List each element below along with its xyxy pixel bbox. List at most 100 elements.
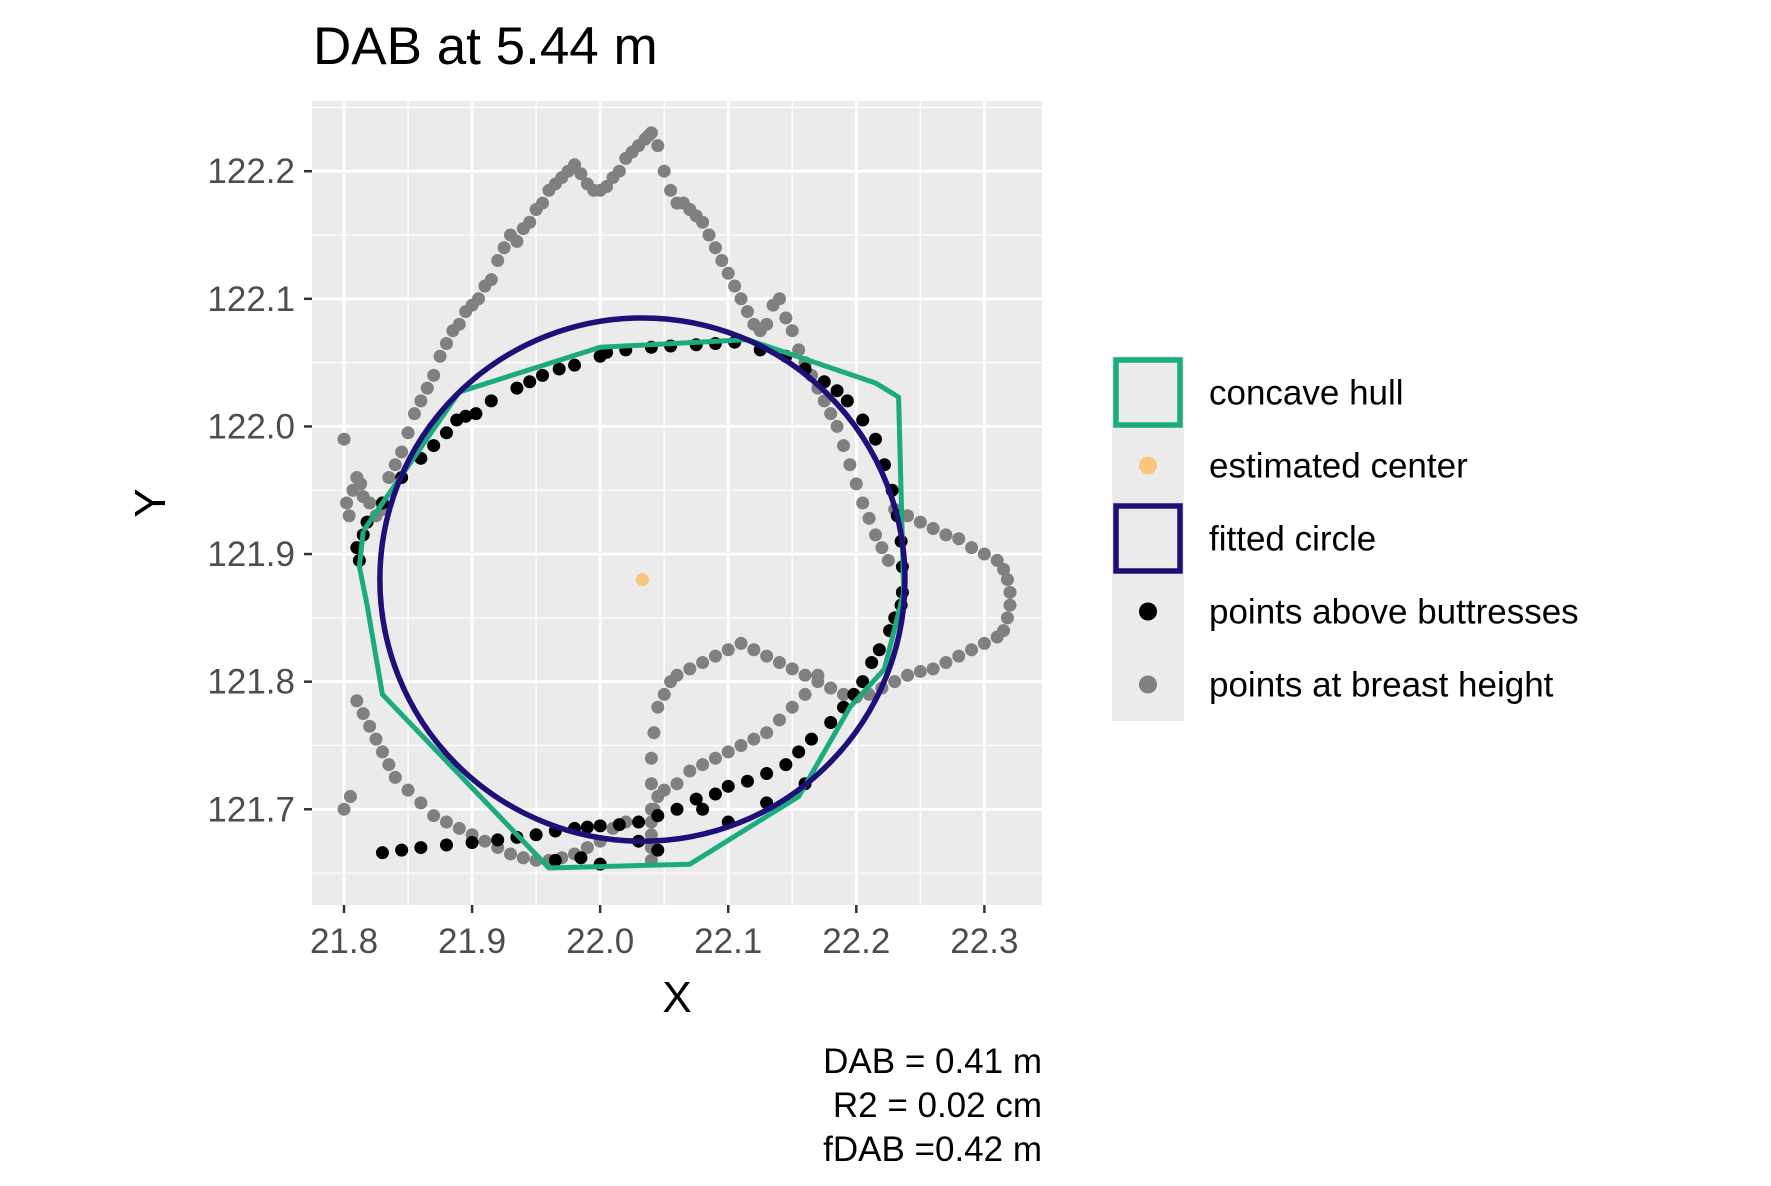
buttress-point — [593, 819, 607, 833]
legend-key-concave-hull — [1113, 357, 1183, 428]
buttress-point — [632, 815, 646, 829]
buttress-point — [510, 381, 524, 395]
breast-height-point — [401, 426, 415, 440]
breast-height-point — [881, 553, 895, 567]
breast-height-point — [734, 738, 748, 752]
breast-height-point — [772, 292, 786, 306]
breast-height-point — [965, 643, 979, 657]
buttress-point — [574, 851, 588, 865]
breast-height-point — [427, 809, 441, 823]
breast-height-point — [644, 828, 658, 842]
breast-height-point — [369, 732, 383, 746]
x-tick-label: 22.3 — [950, 922, 1018, 961]
breast-height-point — [382, 758, 396, 772]
breast-height-point — [760, 726, 774, 740]
buttress-point — [856, 413, 870, 427]
breast-height-point — [696, 215, 710, 229]
breast-height-point — [337, 802, 351, 816]
breast-height-point — [510, 234, 524, 248]
buttress-point — [865, 656, 879, 670]
breast-height-point — [811, 668, 825, 682]
breast-height-point — [836, 439, 850, 453]
y-tick-label: 122.0 — [207, 407, 295, 446]
breast-height-point — [484, 273, 498, 287]
breast-height-point — [856, 496, 870, 510]
buttress-point — [696, 802, 710, 816]
buttress-point — [830, 384, 844, 398]
chart-title: DAB at 5.44 m — [313, 17, 658, 76]
buttress-point — [414, 841, 428, 855]
breast-height-point — [696, 758, 710, 772]
caption: DAB = 0.41 m R2 = 0.02 cm fDAB =0.42 m — [823, 1042, 1042, 1169]
breast-height-point — [340, 496, 354, 510]
buttress-point — [760, 767, 774, 781]
breast-height-point — [644, 751, 658, 765]
caption-line: fDAB =0.42 m — [823, 1130, 1042, 1169]
breast-height-point — [721, 266, 735, 280]
breast-height-point — [388, 458, 402, 472]
title-group: DAB at 5.44 m — [313, 17, 658, 76]
breast-height-point — [574, 167, 588, 181]
breast-height-point — [651, 700, 665, 714]
buttress-point — [523, 375, 537, 389]
buttress-point — [548, 853, 562, 867]
breast-height-point — [439, 336, 453, 350]
y-tick-label: 121.9 — [207, 535, 295, 574]
breast-height-point — [1003, 598, 1017, 612]
breast-height-point — [343, 790, 357, 804]
legend-key-fitted-circle — [1113, 503, 1183, 574]
buttress-point — [872, 643, 886, 657]
breast-height-point — [721, 643, 735, 657]
x-tick-label: 22.0 — [566, 922, 634, 961]
buttress-point — [536, 368, 550, 382]
breast-height-point — [651, 139, 665, 153]
breast-height-point — [715, 254, 729, 268]
buttress-point — [740, 774, 754, 788]
breast-height-point — [644, 126, 658, 140]
breast-height-point — [452, 317, 466, 331]
legend-label: points above buttresses — [1209, 593, 1579, 632]
breast-height-point — [792, 343, 806, 357]
breast-height-point — [350, 694, 364, 708]
breast-height-point — [952, 532, 966, 546]
buttress-point — [580, 820, 594, 834]
breast-height-point — [798, 668, 812, 682]
breast-height-point — [772, 656, 786, 670]
breast-height-point — [779, 311, 793, 325]
breast-height-point — [708, 241, 722, 255]
breast-height-point — [913, 664, 927, 678]
breast-height-point — [657, 687, 671, 701]
breast-height-point — [580, 841, 594, 855]
breast-height-point — [830, 419, 844, 433]
breast-height-point — [785, 700, 799, 714]
legend-label: estimated center — [1209, 447, 1468, 486]
buttress-point — [721, 779, 735, 793]
breast-height-point — [439, 815, 453, 829]
breast-height-point — [657, 164, 671, 178]
breast-height-point — [747, 643, 761, 657]
buttress-point — [491, 833, 505, 847]
breast-height-point — [388, 770, 402, 784]
breast-height-point — [647, 726, 661, 740]
breast-height-point — [363, 719, 377, 733]
caption-line: R2 = 0.02 cm — [833, 1086, 1042, 1125]
breast-height-point — [382, 470, 396, 484]
buttress-point — [651, 809, 665, 823]
fitted-circle-line — [377, 315, 908, 844]
breast-height-point — [862, 511, 876, 525]
breast-height-point — [702, 228, 716, 242]
breast-height-point — [664, 675, 678, 689]
buttress-point — [670, 802, 684, 816]
legend-label: points at breast height — [1209, 666, 1554, 705]
breast-height-point — [760, 317, 774, 331]
buttress-point — [465, 835, 479, 849]
breast-height-point — [683, 662, 697, 676]
x-tick-label: 21.8 — [310, 922, 378, 961]
legend-label: fitted circle — [1209, 520, 1376, 559]
buttress-point — [869, 432, 883, 446]
buttress-point — [779, 758, 793, 772]
buttress-point — [469, 407, 483, 421]
buttress-point — [484, 394, 498, 408]
